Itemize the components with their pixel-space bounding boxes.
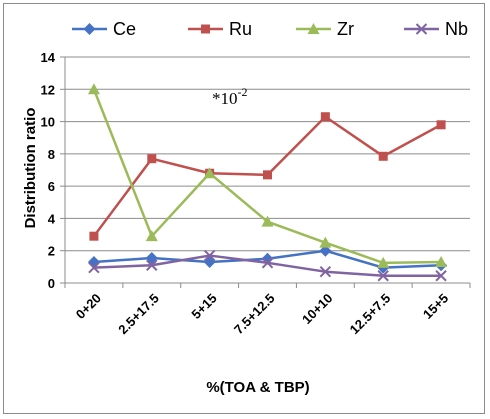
data-point-zr bbox=[435, 256, 448, 268]
data-point-nb bbox=[203, 249, 216, 262]
data-point-nb bbox=[377, 270, 389, 282]
data-point-ce bbox=[319, 244, 332, 257]
data-point-nb bbox=[261, 257, 274, 269]
data-point-zr bbox=[203, 167, 216, 179]
series bbox=[87, 83, 448, 282]
data-point-zr bbox=[319, 236, 332, 248]
data-point-ru bbox=[378, 151, 388, 161]
y-tick-label: 4 bbox=[48, 211, 56, 226]
x-tick-label: 15+5 bbox=[420, 291, 451, 322]
data-point-ru bbox=[263, 170, 272, 180]
y-tick-label: 0 bbox=[48, 276, 55, 291]
x-tick-label: 2.5+17.5 bbox=[115, 291, 162, 338]
legend-label-ru: Ru bbox=[229, 19, 252, 39]
y-axis-title: Distribution ratio bbox=[22, 108, 39, 229]
data-point-zr bbox=[261, 215, 274, 227]
legend-item-ce: Ce bbox=[72, 19, 136, 39]
axes: 0 2 4 6 8 10 12 14 0+20 2.5+17.5 5+15 7.5+12.5 10+10… bbox=[41, 50, 471, 338]
scale-annotation: *10-2 bbox=[212, 85, 248, 108]
data-point-nb bbox=[146, 259, 158, 271]
scale-annotation-exponent: -2 bbox=[238, 85, 248, 99]
legend-item-ru: Ru bbox=[188, 19, 252, 39]
y-tick-label: 6 bbox=[48, 179, 55, 194]
data-point-ru bbox=[320, 112, 330, 122]
y-tick-label: 14 bbox=[41, 50, 56, 65]
legend-item-nb: Nb bbox=[404, 19, 468, 39]
legend-label-ce: Ce bbox=[113, 19, 136, 39]
legend-marker-zr bbox=[307, 23, 320, 34]
legend-marker-ru bbox=[201, 24, 210, 34]
legend-label-zr: Zr bbox=[337, 19, 354, 39]
legend: Ce Ru Zr Nb bbox=[72, 19, 468, 39]
series-nb bbox=[88, 249, 447, 282]
x-tick-label: 5+15 bbox=[188, 291, 219, 322]
x-tick-label: 7.5+12.5 bbox=[231, 291, 278, 338]
data-point-nb bbox=[319, 265, 332, 278]
x-tick-label: 10+10 bbox=[299, 291, 335, 327]
scale-annotation-base: *10 bbox=[212, 89, 238, 108]
data-point-zr bbox=[377, 256, 390, 268]
x-axis-title: %(TOA & TBP) bbox=[206, 379, 309, 396]
data-point-nb bbox=[88, 261, 100, 274]
data-point-ru bbox=[436, 120, 446, 130]
data-point-ru bbox=[89, 231, 99, 241]
series-ce bbox=[87, 244, 448, 274]
legend-marker-ce bbox=[83, 23, 96, 35]
legend-label-nb: Nb bbox=[445, 19, 468, 39]
data-point-nb bbox=[435, 270, 447, 282]
legend-item-zr: Zr bbox=[296, 19, 354, 39]
y-tick-label: 10 bbox=[41, 115, 55, 130]
data-point-ce bbox=[87, 256, 100, 269]
legend-marker-nb bbox=[415, 23, 428, 35]
y-tick-label: 8 bbox=[48, 147, 55, 162]
series-zr bbox=[87, 83, 448, 268]
y-tick-label: 2 bbox=[48, 244, 55, 259]
chart-frame bbox=[3, 3, 485, 414]
y-tick-label: 12 bbox=[41, 82, 55, 97]
data-point-ce bbox=[203, 256, 216, 269]
x-tick-label: 12.5+7.5 bbox=[347, 291, 394, 338]
data-point-ru bbox=[147, 154, 157, 164]
grid bbox=[65, 56, 470, 252]
x-tick-label: 0+20 bbox=[73, 291, 104, 322]
data-point-zr bbox=[87, 83, 100, 95]
data-point-zr bbox=[145, 230, 158, 242]
